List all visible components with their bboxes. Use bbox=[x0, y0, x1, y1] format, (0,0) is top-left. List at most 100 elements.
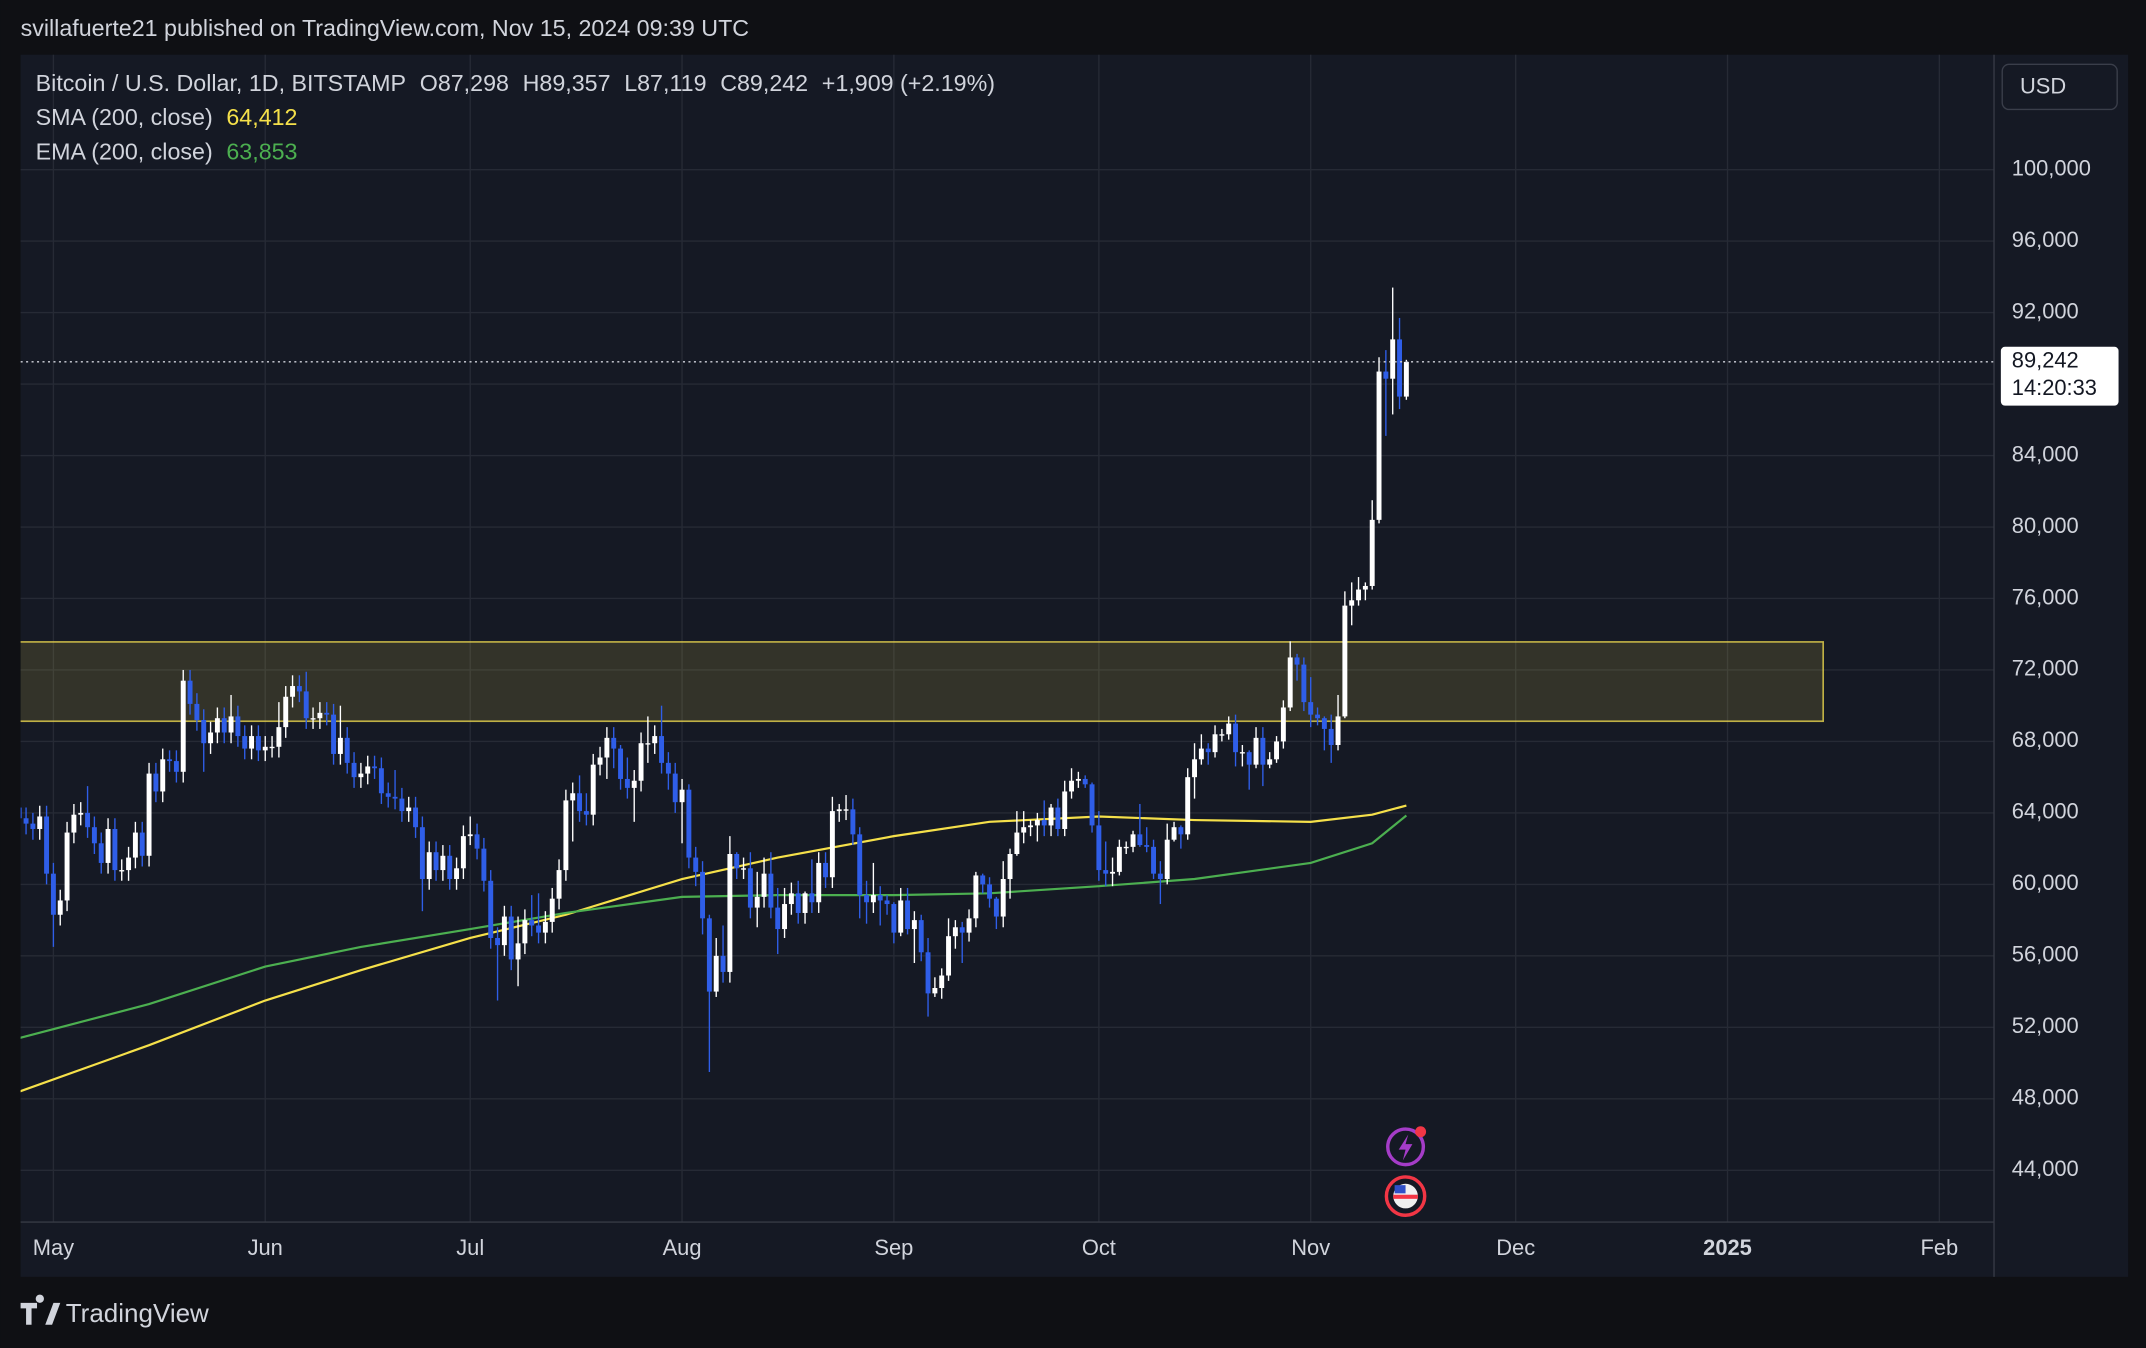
candle-body bbox=[331, 714, 337, 754]
candle-body bbox=[276, 727, 282, 747]
y-tick-label: 92,000 bbox=[2012, 298, 2079, 323]
candle-body bbox=[160, 759, 166, 792]
candle-body bbox=[911, 920, 917, 930]
candle-body bbox=[747, 868, 753, 908]
candle-body bbox=[426, 852, 432, 880]
x-tick-label: Aug bbox=[663, 1235, 702, 1260]
high-label: H89,357 bbox=[523, 70, 611, 96]
candle-body bbox=[173, 761, 179, 772]
currency-button[interactable] bbox=[2001, 63, 2118, 111]
candle-body bbox=[659, 736, 665, 763]
candle-body bbox=[870, 895, 876, 903]
y-tick-label: 96,000 bbox=[2012, 227, 2079, 252]
last-price-box bbox=[2000, 346, 2119, 406]
candle-body bbox=[536, 925, 542, 933]
candle-body bbox=[877, 895, 883, 901]
grid bbox=[20, 54, 1995, 1223]
publisher: svillafuerte21 published on TradingView.… bbox=[21, 15, 750, 41]
candle-body bbox=[153, 773, 159, 792]
y-tick-label: 48,000 bbox=[2012, 1085, 2079, 1110]
candle-body bbox=[563, 800, 569, 871]
flag-stripe bbox=[1393, 1194, 1418, 1199]
candle-body bbox=[952, 927, 958, 937]
candle-body bbox=[1253, 737, 1259, 765]
candle-body bbox=[802, 893, 808, 913]
candle-body bbox=[1308, 702, 1314, 715]
candle-body bbox=[98, 843, 104, 863]
candle-body bbox=[1362, 585, 1368, 590]
candle-body bbox=[126, 857, 132, 871]
candle-body bbox=[1137, 834, 1143, 846]
candle-body bbox=[1034, 820, 1040, 826]
candle-body bbox=[1021, 827, 1027, 833]
candle-body bbox=[358, 773, 364, 778]
candle-body bbox=[1294, 657, 1300, 665]
candle-body bbox=[1205, 748, 1211, 753]
candle-body bbox=[139, 832, 145, 856]
y-tick-label: 60,000 bbox=[2012, 870, 2079, 895]
candle-body bbox=[1397, 339, 1402, 397]
candle-body bbox=[631, 780, 637, 788]
candle-body bbox=[1335, 716, 1341, 746]
candle-body bbox=[652, 736, 658, 744]
candle-body bbox=[754, 896, 760, 908]
candle-body bbox=[454, 868, 460, 880]
candle-body bbox=[1369, 519, 1375, 586]
candle-body bbox=[78, 812, 84, 815]
y-tick-label: 84,000 bbox=[2012, 441, 2079, 466]
countdown-label: 14:20:33 bbox=[2012, 375, 2097, 400]
candle-body bbox=[262, 746, 268, 751]
candle-body bbox=[768, 873, 774, 908]
candle-body bbox=[235, 716, 241, 737]
candle-body bbox=[939, 975, 945, 989]
candle-body bbox=[406, 807, 412, 812]
candle-body bbox=[1048, 807, 1054, 826]
candle-body bbox=[1267, 759, 1273, 765]
candle-body bbox=[146, 773, 152, 856]
candle-body bbox=[570, 793, 576, 801]
candle-body bbox=[324, 712, 330, 715]
candle-body bbox=[624, 778, 630, 788]
candle-body bbox=[460, 836, 466, 869]
candle-body bbox=[249, 736, 255, 749]
candle-body bbox=[857, 834, 863, 896]
candle-body bbox=[44, 816, 50, 874]
candle-body bbox=[50, 873, 56, 915]
brand: TradingView bbox=[20, 1294, 209, 1328]
candle-body bbox=[1328, 728, 1334, 746]
plot-area bbox=[20, 287, 1995, 1093]
candle-body bbox=[228, 716, 234, 733]
indicator-value: 64,412 bbox=[226, 104, 297, 130]
candle-body bbox=[618, 748, 624, 779]
candle-body bbox=[474, 834, 480, 849]
indicator-name: EMA (200, close) bbox=[36, 138, 213, 164]
candle-body bbox=[864, 895, 870, 903]
candle-body bbox=[959, 927, 965, 933]
candle-body bbox=[37, 816, 43, 829]
x-tick-label: Dec bbox=[1496, 1235, 1535, 1260]
indicator-line bbox=[20, 804, 1407, 1093]
candle-body bbox=[809, 893, 815, 903]
candle-body bbox=[850, 809, 856, 835]
candle-body bbox=[973, 875, 979, 919]
candle-body bbox=[1212, 734, 1218, 753]
candle-body bbox=[542, 921, 548, 933]
candle-body bbox=[700, 871, 706, 919]
candle-body bbox=[310, 718, 316, 720]
close-label: C89,242 bbox=[720, 70, 808, 96]
x-tick-label: Sep bbox=[874, 1235, 913, 1260]
candle-body bbox=[672, 773, 678, 803]
candle-body bbox=[488, 880, 494, 938]
candle-body bbox=[788, 893, 794, 905]
candle-body bbox=[57, 900, 63, 915]
candle-body bbox=[317, 712, 323, 719]
candle-body bbox=[501, 916, 507, 946]
candle-body bbox=[884, 900, 890, 905]
candle-body bbox=[91, 827, 97, 844]
candle-body bbox=[1403, 361, 1409, 397]
candle-body bbox=[344, 737, 350, 763]
candle-body bbox=[836, 809, 842, 812]
candle-body bbox=[583, 811, 589, 815]
candle-body bbox=[1192, 759, 1198, 778]
candle-body bbox=[918, 920, 924, 953]
